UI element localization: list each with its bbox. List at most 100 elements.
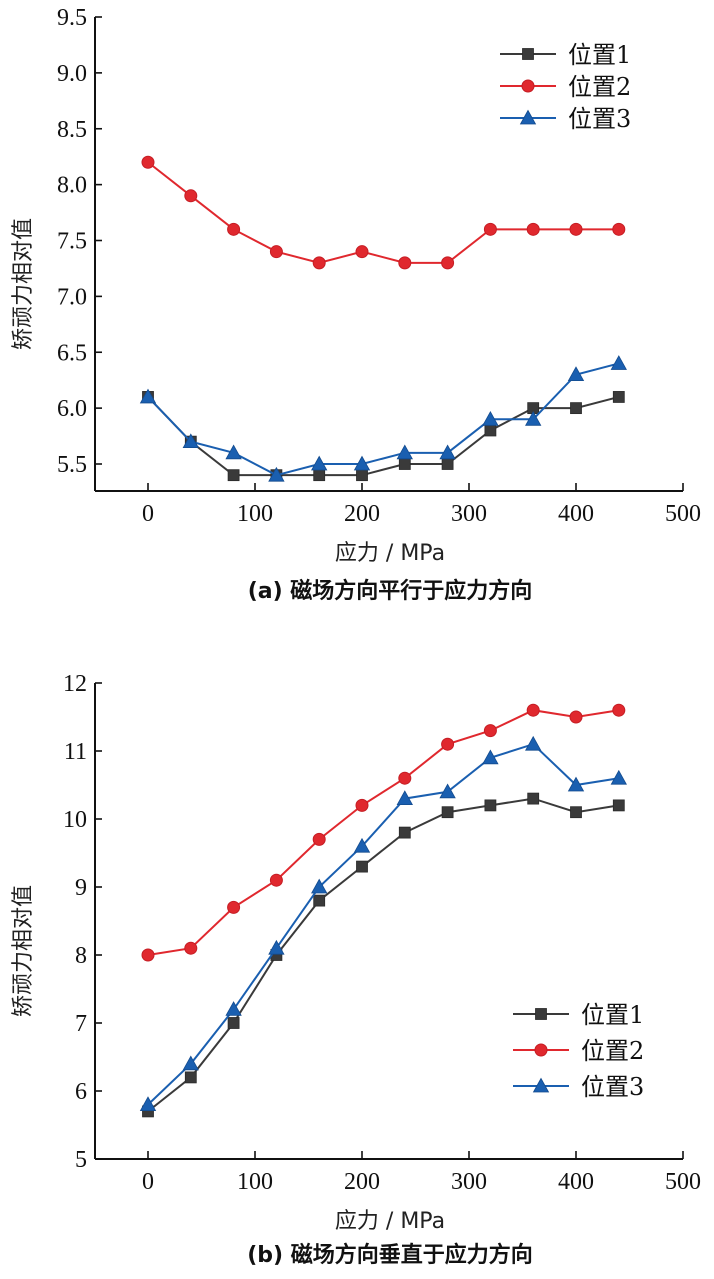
data-point: [268, 466, 285, 482]
y-tick-label: 6: [75, 1079, 87, 1105]
legend-item: 位置3: [500, 105, 631, 133]
series-line: [147, 395, 620, 477]
series-line: [147, 797, 619, 1113]
data-point: [311, 878, 328, 894]
legend-marker: [532, 1077, 550, 1093]
data-point: [313, 469, 326, 482]
chart-panel-a: 5.5 6.0 6.5 7.0 7.5 8.0 8.5 9.0 9.5 0 100 200 300 400…: [11, 5, 701, 604]
y-tick-label: 7: [75, 1011, 87, 1037]
legend-marker: [522, 48, 534, 60]
data-point: [313, 894, 326, 907]
data-point: [311, 455, 328, 471]
data-point: [484, 799, 497, 812]
y-tick-label: 5.5: [57, 452, 87, 478]
data-point: [353, 837, 371, 853]
data-point: [482, 749, 499, 765]
data-point: [312, 256, 326, 270]
y-tick-label: 8: [75, 943, 87, 969]
legend-label: 位置2: [568, 73, 631, 101]
data-point: [439, 444, 456, 460]
data-point: [441, 458, 454, 470]
legend-label: 位置1: [581, 1001, 644, 1029]
legend-marker: [519, 109, 537, 125]
series-1: [142, 391, 625, 482]
y-tick-label: 7.0: [57, 284, 87, 310]
data-point: [396, 444, 413, 460]
x-tick-label: 0: [142, 1169, 154, 1195]
y-tick-label: 8.0: [57, 173, 87, 199]
data-point: [398, 826, 411, 839]
legend-marker: [534, 1043, 548, 1057]
data-point: [398, 256, 412, 270]
x-tick-label: 0: [142, 501, 154, 527]
series-2: [141, 155, 626, 270]
data-point: [225, 1001, 242, 1016]
x-tick-label: 300: [451, 501, 487, 527]
data-point: [484, 424, 497, 437]
data-point: [227, 1017, 240, 1029]
data-point: [312, 832, 326, 846]
data-point: [269, 245, 283, 259]
data-point: [525, 735, 542, 751]
data-point: [527, 792, 540, 805]
figure-caption: (a) 磁场方向平行于应力方向: [248, 578, 533, 604]
data-point: [141, 948, 155, 962]
y-axis-title: 矫顽力相对值: [11, 218, 36, 350]
series-line: [147, 709, 619, 956]
data-point: [355, 798, 369, 812]
data-point: [567, 366, 585, 382]
x-tick-label: 500: [665, 501, 701, 527]
legend-marker: [535, 1008, 547, 1020]
data-point: [182, 1055, 199, 1071]
data-point: [355, 245, 369, 259]
data-point: [612, 222, 626, 236]
data-point: [398, 458, 411, 470]
data-point: [441, 737, 455, 751]
data-point: [227, 222, 241, 236]
y-tick-label: 5: [75, 1147, 87, 1173]
data-point: [525, 410, 542, 426]
y-tick-label: 9.5: [57, 5, 87, 31]
data-point: [225, 444, 242, 460]
data-point: [441, 256, 455, 270]
legend-item: 位置2: [513, 1037, 644, 1065]
legend-label: 位置2: [581, 1037, 644, 1065]
y-tick-label: 12: [63, 671, 87, 697]
x-tick-label: 200: [344, 501, 380, 527]
data-point: [269, 873, 283, 887]
legend-item: 位置1: [513, 1001, 644, 1029]
legend-label: 位置1: [568, 41, 631, 69]
data-point: [526, 222, 540, 236]
data-point: [184, 941, 198, 955]
y-tick-label: 9.0: [57, 61, 87, 87]
x-tick-label: 300: [451, 1169, 487, 1195]
data-point: [182, 433, 199, 449]
legend: 位置1 位置2 位置3: [513, 1001, 644, 1101]
y-tick-label: 6.0: [57, 396, 87, 422]
data-point: [610, 769, 627, 785]
legend-label: 位置3: [581, 1073, 644, 1101]
data-point: [570, 806, 582, 819]
data-point: [441, 806, 454, 819]
data-point: [268, 939, 285, 955]
figure-caption: (b) 磁场方向垂直于应力方向: [247, 1242, 533, 1268]
data-point: [482, 410, 499, 426]
data-point: [610, 355, 627, 370]
legend-item: 位置3: [513, 1073, 644, 1101]
data-point: [396, 790, 413, 805]
data-point: [184, 1071, 197, 1084]
data-point: [139, 1096, 157, 1111]
x-tick-label: 100: [237, 501, 273, 527]
y-tick-label: 9: [75, 875, 87, 901]
y-tick-label: 8.5: [57, 117, 87, 143]
y-tick-label: 11: [64, 739, 87, 765]
data-point: [567, 776, 585, 792]
legend-label: 位置3: [568, 105, 631, 133]
series-line: [147, 743, 619, 1106]
data-point: [612, 799, 625, 812]
series-3: [139, 735, 627, 1111]
data-point: [356, 860, 368, 873]
series-3: [139, 355, 627, 482]
data-point: [139, 388, 157, 404]
